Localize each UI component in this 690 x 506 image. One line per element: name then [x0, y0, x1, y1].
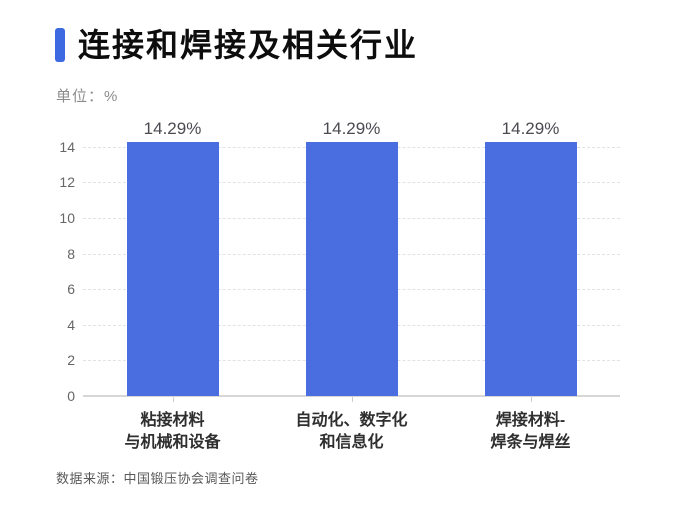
x-axis-category-label: 自动化、数字化 和信息化	[262, 410, 442, 454]
x-axis-category-label-line: 和信息化	[319, 434, 384, 451]
x-axis-tick	[530, 397, 532, 402]
data-source-label: 数据来源：中国锻压协会调查问卷	[56, 471, 259, 486]
x-axis-tick	[351, 397, 353, 402]
y-axis-tick-label: 6	[67, 281, 75, 298]
x-axis-category-label-line: 粘接材料	[140, 412, 205, 429]
bar[interactable]	[484, 141, 577, 396]
bar-value-label: 14.29%	[501, 118, 560, 138]
bar[interactable]	[305, 141, 398, 396]
x-axis-category-label-line: 焊条与焊丝	[490, 434, 571, 451]
y-axis-tick-label: 12	[59, 174, 75, 191]
unit-label: 单位：%	[56, 88, 119, 105]
x-axis-line	[83, 395, 620, 397]
x-axis-tick	[172, 397, 174, 402]
bar[interactable]	[126, 141, 219, 396]
x-axis-category-label-line: 自动化、数字化	[295, 412, 408, 429]
y-axis-tick-label: 8	[67, 245, 75, 262]
y-axis-tick-label: 0	[67, 388, 75, 404]
x-axis-category-label: 焊接材料- 焊条与焊丝	[441, 410, 621, 454]
y-axis-tick-label: 2	[67, 352, 75, 369]
x-axis-category-label-line: 焊接材料-	[495, 412, 566, 429]
y-axis-tick-label: 14	[59, 138, 75, 155]
bar-value-label: 14.29%	[322, 118, 381, 138]
chart-title: 连接和焊接及相关行业	[78, 27, 419, 63]
x-axis-category-label-line: 与机械和设备	[124, 434, 221, 451]
bar-chart: 0 2 4 6 8 10 12 14 14.29% 粘接材料与机械和设备 14.29% 自动化、数字化…	[0, 110, 690, 460]
title-accent-bar	[55, 28, 65, 62]
x-axis-category-label: 粘接材料与机械和设备	[83, 410, 263, 454]
y-axis-tick-label: 4	[67, 316, 75, 333]
bar-value-label: 14.29%	[143, 118, 202, 138]
chart-header: 连接和焊接及相关行业	[55, 26, 418, 64]
y-axis-tick-label: 10	[59, 209, 75, 226]
